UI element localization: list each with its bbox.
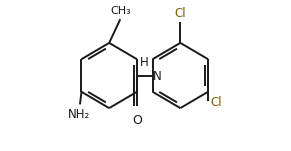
Text: Cl: Cl [210,96,222,109]
Text: CH₃: CH₃ [110,6,131,16]
Text: N: N [153,71,162,84]
Text: O: O [132,114,142,127]
Text: Cl: Cl [175,7,186,20]
Text: H: H [140,56,148,69]
Text: NH₂: NH₂ [68,108,90,121]
